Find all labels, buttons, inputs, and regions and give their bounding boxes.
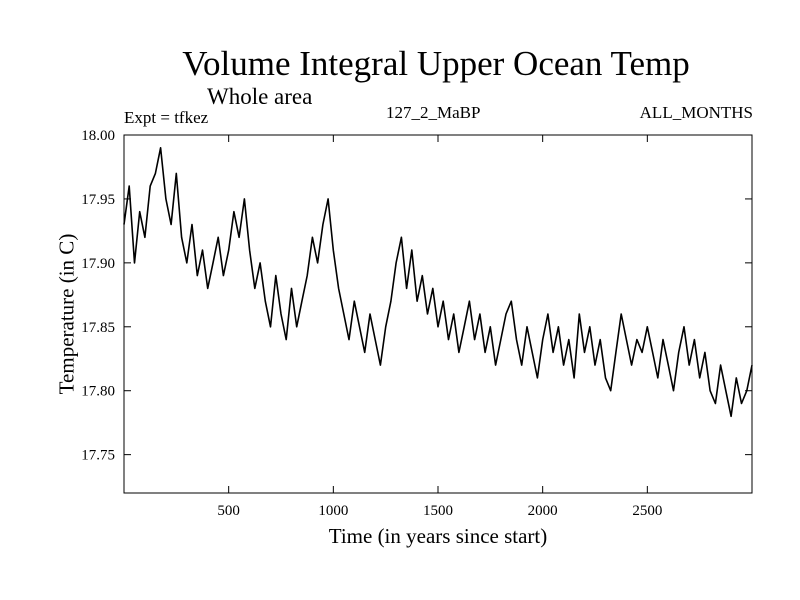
y-tick-label: 17.80 [81, 384, 115, 400]
axis-ticks [124, 134, 752, 493]
x-tick-label: 500 [217, 503, 240, 519]
axis-tick-labels: 500 1000 1500 2000 2500 17.75 17.80 17.85 17.90 1… [81, 128, 662, 519]
y-tick-label: 17.90 [81, 256, 115, 272]
y-tick-label: 17.85 [81, 320, 115, 336]
x-tick-label: 1000 [318, 503, 348, 519]
experiment-label: Expt = tfkez [124, 108, 209, 127]
y-tick-label: 17.95 [81, 192, 115, 208]
x-tick-label: 2000 [528, 503, 558, 519]
chart-title: Volume Integral Upper Ocean Temp [182, 44, 690, 83]
x-axis-label: Time (in years since start) [328, 524, 548, 548]
x-tick-label: 2500 [632, 503, 662, 519]
months-label: ALL_MONTHS [639, 103, 753, 122]
y-tick-label: 18.00 [81, 128, 115, 144]
plot-frame [123, 134, 753, 494]
x-tick-label: 1500 [423, 503, 453, 519]
temperature-series-line [123, 147, 753, 418]
run-label: 127_2_MaBP [386, 103, 481, 122]
y-tick-label: 17.75 [81, 448, 115, 464]
chart-subtitle: Whole area [207, 84, 313, 109]
